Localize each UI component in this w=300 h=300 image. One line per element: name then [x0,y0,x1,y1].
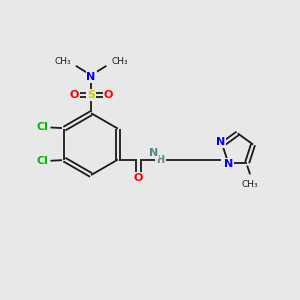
Text: O: O [103,90,113,100]
Text: O: O [69,90,79,100]
Text: S: S [87,90,95,100]
Text: CH₃: CH₃ [111,58,128,67]
Text: N: N [86,72,96,82]
Text: O: O [134,173,143,183]
Text: CH₃: CH₃ [55,58,71,67]
Text: N: N [216,137,225,147]
Text: N: N [224,159,233,169]
Text: Cl: Cl [37,156,49,166]
Text: CH₃: CH₃ [242,180,258,189]
Text: N: N [149,148,159,158]
Text: H: H [157,154,165,165]
Text: Cl: Cl [37,122,49,132]
